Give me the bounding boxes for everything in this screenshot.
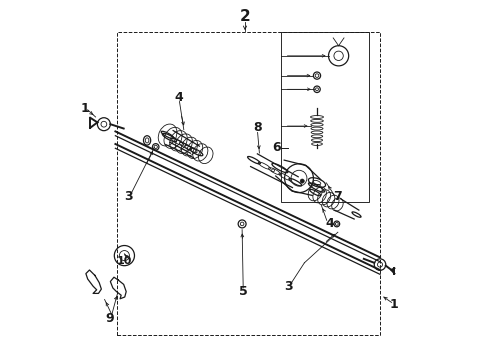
Text: 5: 5 — [239, 285, 247, 298]
Text: 10: 10 — [117, 256, 132, 266]
Text: 6: 6 — [272, 141, 281, 154]
Text: 1: 1 — [80, 102, 89, 114]
Text: 8: 8 — [253, 121, 262, 134]
Text: 7: 7 — [334, 190, 342, 203]
Text: 2: 2 — [240, 9, 250, 24]
Text: 9: 9 — [106, 312, 114, 325]
Text: 4: 4 — [174, 91, 183, 104]
Text: 1: 1 — [390, 298, 399, 311]
Text: 4: 4 — [325, 217, 334, 230]
Circle shape — [300, 179, 304, 183]
Text: 3: 3 — [123, 190, 132, 203]
Text: 3: 3 — [284, 280, 293, 293]
